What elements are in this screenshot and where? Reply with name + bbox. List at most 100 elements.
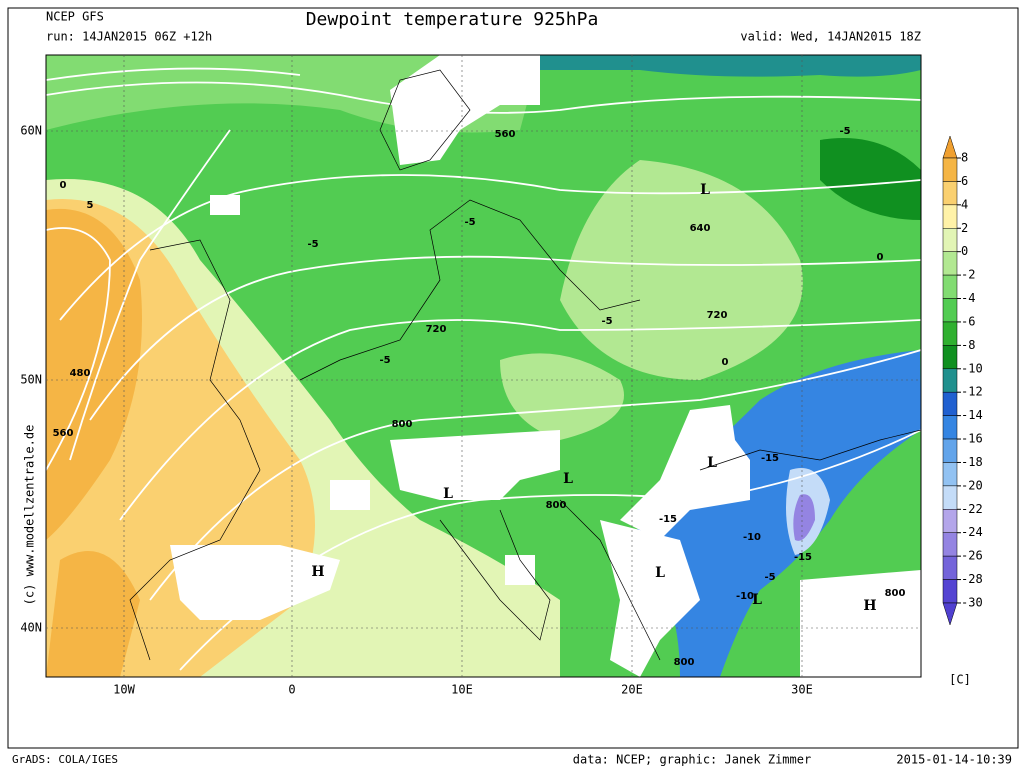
colorbar-bin bbox=[942, 157, 958, 182]
colorbar-label: -10 bbox=[961, 361, 983, 375]
field bbox=[46, 551, 140, 677]
valid: valid: Wed, 14JAN2015 18Z bbox=[740, 30, 921, 44]
contour-label: 0 bbox=[722, 357, 729, 368]
contour-label: 640 bbox=[690, 223, 711, 234]
contour-label: -5 bbox=[307, 239, 318, 250]
contour-label: 720 bbox=[426, 324, 447, 335]
lat-label: 60N bbox=[20, 124, 42, 138]
contour-label: -10 bbox=[743, 532, 761, 543]
credit: (c) www.modellzentrale.de bbox=[23, 425, 37, 606]
pressure-center: L bbox=[752, 592, 762, 608]
colorbar-bin bbox=[942, 555, 958, 580]
contour-label: 720 bbox=[707, 310, 728, 321]
field bbox=[500, 353, 624, 440]
frame bbox=[7, 7, 1019, 749]
pressure-center: L bbox=[443, 486, 453, 502]
contour-label: -5 bbox=[764, 572, 775, 583]
colorbar-label: -18 bbox=[961, 455, 983, 469]
lat-label: 40N bbox=[20, 621, 42, 635]
colorbar-label: -6 bbox=[961, 314, 975, 328]
pressure-center: H bbox=[311, 564, 324, 580]
lat-label: 50N bbox=[20, 373, 42, 387]
contour-label: -5 bbox=[464, 217, 475, 228]
contour-label: -15 bbox=[761, 453, 779, 464]
contour-label: -15 bbox=[794, 552, 812, 563]
colorbar-unit: [C] bbox=[949, 673, 971, 687]
contour-label: 560 bbox=[53, 428, 74, 439]
lon-label: 10E bbox=[451, 683, 473, 697]
colorbar-bin bbox=[942, 228, 958, 252]
colorbar-label: -22 bbox=[961, 502, 983, 516]
colorbar-label: -4 bbox=[961, 291, 975, 305]
contour-label: 800 bbox=[392, 419, 413, 430]
snow-mask bbox=[800, 570, 921, 677]
colorbar-label: -8 bbox=[961, 338, 975, 352]
field bbox=[820, 138, 921, 220]
colorbar-label: 8 bbox=[961, 151, 968, 165]
footer-left: GrADS: COLA/IGES bbox=[12, 753, 118, 766]
colorbar-label: -16 bbox=[961, 432, 983, 446]
pressure-center: L bbox=[707, 455, 717, 471]
colorbar-bin bbox=[942, 204, 958, 229]
snow-mask bbox=[600, 520, 700, 677]
colorbar: 8 6 4 2 0 -2 -4 -6 -8 -10 -12 -14 -16 -18 -20 -22 -24 -26… bbox=[942, 135, 983, 687]
colorbar-bin bbox=[942, 438, 958, 463]
colorbar-bin bbox=[942, 509, 958, 533]
lon-label: 10W bbox=[113, 683, 135, 697]
colorbar-label: -24 bbox=[961, 525, 983, 539]
pressure-center: L bbox=[700, 182, 710, 198]
contour-label: 480 bbox=[70, 368, 91, 379]
lon-label: 20E bbox=[621, 683, 643, 697]
field bbox=[560, 160, 803, 380]
colorbar-bin bbox=[942, 298, 958, 323]
pressure-center: L bbox=[655, 565, 665, 581]
colorbar-bin bbox=[942, 321, 958, 346]
field bbox=[793, 494, 815, 541]
colorbar-bin bbox=[942, 181, 958, 206]
title: Dewpoint temperature 925hPa bbox=[306, 9, 599, 30]
map-border bbox=[45, 54, 922, 678]
contour-label: 800 bbox=[885, 588, 906, 599]
model: NCEP GFS bbox=[46, 10, 104, 24]
colorbar-bin bbox=[942, 579, 958, 604]
colorbar-bin bbox=[942, 274, 958, 299]
snow-mask bbox=[390, 430, 560, 500]
snow-mask bbox=[620, 405, 750, 540]
colorbar-label: -14 bbox=[961, 408, 983, 422]
contour-label: -5 bbox=[379, 355, 390, 366]
coastlines bbox=[129, 69, 921, 661]
map bbox=[45, 54, 922, 678]
contour-label: 0 bbox=[60, 180, 67, 191]
contour-label: 800 bbox=[674, 657, 695, 668]
contour-label: -10 bbox=[736, 591, 754, 602]
colorbar-bin bbox=[942, 391, 958, 416]
field bbox=[637, 350, 921, 677]
colorbar-label: -26 bbox=[961, 549, 983, 563]
colorbar-label: -20 bbox=[961, 478, 983, 492]
run: run: 14JAN2015 06Z +12h bbox=[46, 30, 212, 44]
lon-label: 0 bbox=[288, 683, 295, 697]
colorbar-bin bbox=[942, 462, 958, 487]
contour-label: 5 bbox=[87, 200, 94, 211]
colorbar-label: 6 bbox=[961, 174, 968, 188]
colorbar-label: -12 bbox=[961, 385, 983, 399]
colorbar-bin bbox=[942, 415, 958, 440]
field bbox=[540, 55, 921, 77]
contour-label: -5 bbox=[839, 126, 850, 137]
colorbar-end bbox=[942, 135, 958, 159]
colorbar-label: 4 bbox=[961, 197, 968, 211]
contour-label: 0 bbox=[877, 252, 884, 263]
colorbar-label: -2 bbox=[961, 268, 975, 282]
snow-mask bbox=[390, 55, 540, 165]
contour-label: -15 bbox=[659, 514, 677, 525]
colorbar-bin bbox=[942, 485, 958, 510]
contour-label: -5 bbox=[601, 316, 612, 327]
colorbar-bin bbox=[942, 532, 958, 557]
colorbar-label: -28 bbox=[961, 572, 983, 586]
colorbar-label: 2 bbox=[961, 221, 968, 235]
colorbar-bin bbox=[942, 251, 958, 276]
contour-label: 800 bbox=[546, 500, 567, 511]
colorbar-label: 0 bbox=[961, 244, 968, 258]
colorbar-end bbox=[942, 602, 958, 626]
